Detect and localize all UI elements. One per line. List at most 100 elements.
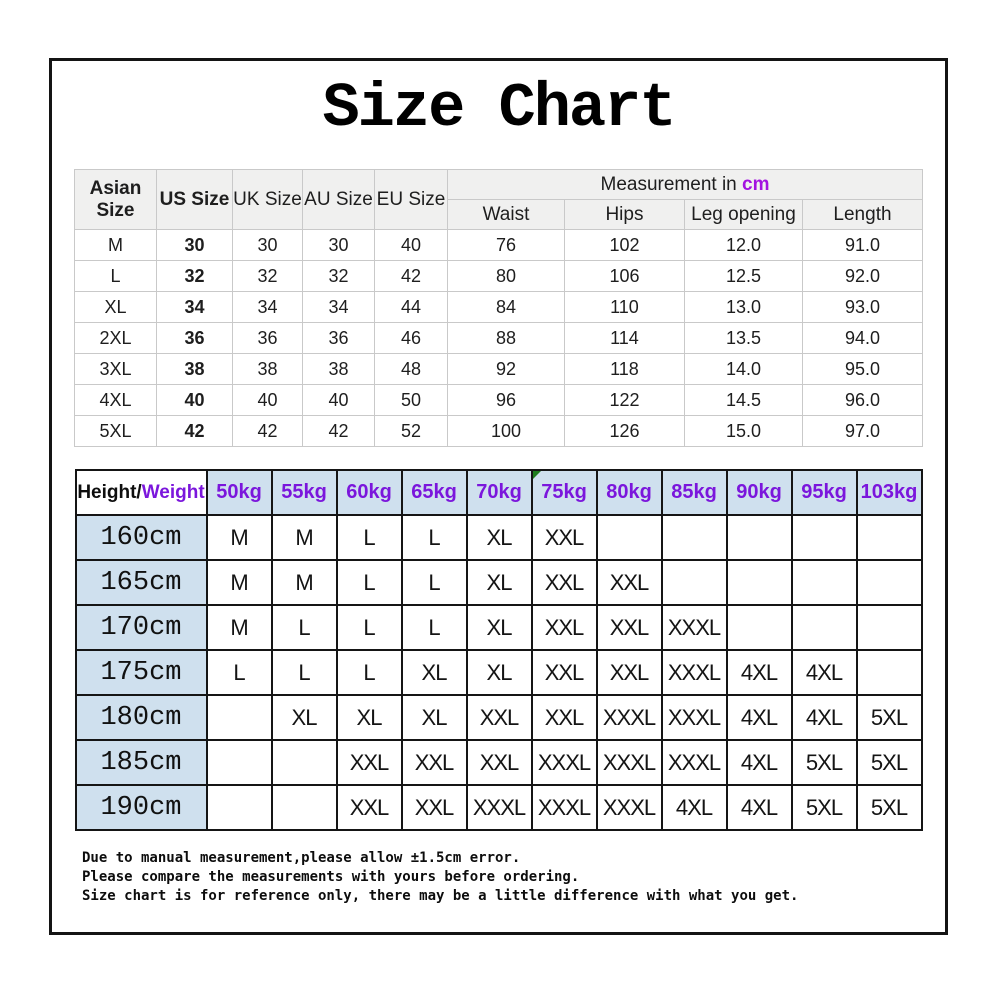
note-line: Size chart is for reference only, there … [82, 888, 799, 904]
matrix-cell: 4XL [790, 649, 858, 696]
matrix-cell: XL [465, 559, 533, 606]
header-weight-55kg: 55kg [270, 469, 338, 516]
cell-asian: XL [73, 291, 157, 323]
matrix-cell: XXL [530, 649, 598, 696]
cell-eu: 40 [373, 229, 448, 261]
weight-label: Weight [141, 481, 205, 503]
matrix-cell: 5XL [855, 694, 923, 741]
cell-us: 38 [155, 353, 233, 385]
cell-au: 42 [301, 415, 375, 447]
matrix-cell: L [335, 514, 403, 561]
height-label: Height/ [77, 481, 142, 503]
matrix-cell: XXL [335, 784, 403, 831]
cell-eu: 52 [373, 415, 448, 447]
cell-asian: 3XL [73, 353, 157, 385]
matrix-cell: L [270, 649, 338, 696]
matrix-cell [595, 514, 663, 561]
header-weight-90kg: 90kg [725, 469, 793, 516]
header-us-size: US Size [155, 169, 233, 230]
size-table-header-row: Asian Size US Size UK Size AU Size EU Si… [73, 169, 924, 230]
size-table-subheader-row: Waist Hips Leg opening Length [74, 199, 924, 230]
cell-waist: 80 [446, 260, 565, 292]
matrix-cell: XXXL [660, 694, 728, 741]
cell-uk: 30 [231, 229, 303, 261]
cell-au: 34 [301, 291, 375, 323]
matrix-cell [855, 604, 923, 651]
cell-corner-marker [533, 472, 541, 479]
matrix-cell: XXXL [660, 649, 728, 696]
matrix-cell: 5XL [855, 739, 923, 786]
matrix-cell: L [205, 649, 273, 696]
cell-eu: 42 [373, 260, 448, 292]
matrix-cell: XXXL [465, 784, 533, 831]
cell-hips: 126 [563, 415, 685, 447]
header-weight-80kg: 80kg [595, 469, 663, 516]
matrix-cell: XXL [400, 739, 468, 786]
height-weight-table: Height/Weight 50kg 55kg 60kg 65kg 70kg 7… [74, 469, 923, 831]
cell-uk: 42 [231, 415, 303, 447]
matrix-cell: XXXL [660, 739, 728, 786]
matrix-cell [205, 694, 273, 741]
cell-length: 96.0 [801, 384, 924, 416]
cell-us: 42 [155, 415, 233, 447]
note-line: Please compare the measurements with you… [82, 869, 580, 885]
cell-length: 93.0 [801, 291, 924, 323]
matrix-cell: 4XL [725, 649, 793, 696]
height-cell: 160cm [74, 514, 208, 561]
matrix-cell [725, 514, 793, 561]
matrix-cell: M [270, 514, 338, 561]
cell-leg-opening: 12.5 [683, 260, 803, 292]
cell-waist: 84 [446, 291, 565, 323]
matrix-cell: M [205, 559, 273, 606]
header-weight-65kg: 65kg [400, 469, 468, 516]
cell-us: 36 [155, 322, 233, 354]
cell-waist: 92 [446, 353, 565, 385]
header-eu-size: EU Size [373, 169, 448, 230]
cell-waist: 100 [446, 415, 565, 447]
header-weight-60kg: 60kg [335, 469, 403, 516]
cell-us: 40 [155, 384, 233, 416]
matrix-cell: XXL [530, 514, 598, 561]
matrix-cell [855, 559, 923, 606]
cell-uk: 38 [231, 353, 303, 385]
matrix-cell: XXXL [595, 694, 663, 741]
cell-asian: 5XL [73, 415, 157, 447]
matrix-cell [205, 784, 273, 831]
matrix-cell: XXL [465, 694, 533, 741]
height-cell: 165cm [74, 559, 208, 606]
size-row-2xl: 2XL 36 36 36 46 88 114 13.5 94.0 [73, 322, 924, 354]
header-weight-50kg: 50kg [205, 469, 273, 516]
header-height-weight: Height/Weight [74, 469, 208, 516]
cell-leg-opening: 14.0 [683, 353, 803, 385]
matrix-cell [270, 739, 338, 786]
cell-us: 30 [155, 229, 233, 261]
cell-asian: 4XL [73, 384, 157, 416]
matrix-cell: XL [400, 694, 468, 741]
weight-75kg-label: 75kg [541, 481, 587, 503]
hw-row-165cm: 165cm M M L L XL XXL XXL [74, 559, 923, 606]
note-line: Due to manual measurement,please allow ±… [82, 850, 521, 866]
matrix-cell: L [400, 559, 468, 606]
header-leg-opening: Leg opening [683, 199, 803, 230]
matrix-cell [855, 514, 923, 561]
matrix-cell: L [335, 559, 403, 606]
matrix-cell [725, 604, 793, 651]
matrix-cell: XL [465, 604, 533, 651]
cell-waist: 88 [446, 322, 565, 354]
height-cell: 180cm [74, 694, 208, 741]
matrix-cell: XXL [465, 739, 533, 786]
hw-row-190cm: 190cm XXL XXL XXXL XXXL XXXL 4XL 4XL 5XL… [74, 784, 923, 831]
cell-au: 32 [301, 260, 375, 292]
footer-notes: Due to manual measurement,please allow ±… [82, 849, 945, 906]
header-hips: Hips [563, 199, 685, 230]
matrix-cell: XXXL [530, 784, 598, 831]
cell-leg-opening: 13.5 [683, 322, 803, 354]
header-uk-size: UK Size [231, 169, 303, 230]
matrix-cell: XXL [595, 559, 663, 606]
cell-au: 30 [301, 229, 375, 261]
cell-eu: 50 [373, 384, 448, 416]
size-row-5xl: 5XL 42 42 42 52 100 126 15.0 97.0 [73, 415, 924, 447]
cell-asian: 2XL [73, 322, 157, 354]
matrix-cell: L [400, 604, 468, 651]
header-weight-75kg: 75kg [530, 469, 598, 516]
